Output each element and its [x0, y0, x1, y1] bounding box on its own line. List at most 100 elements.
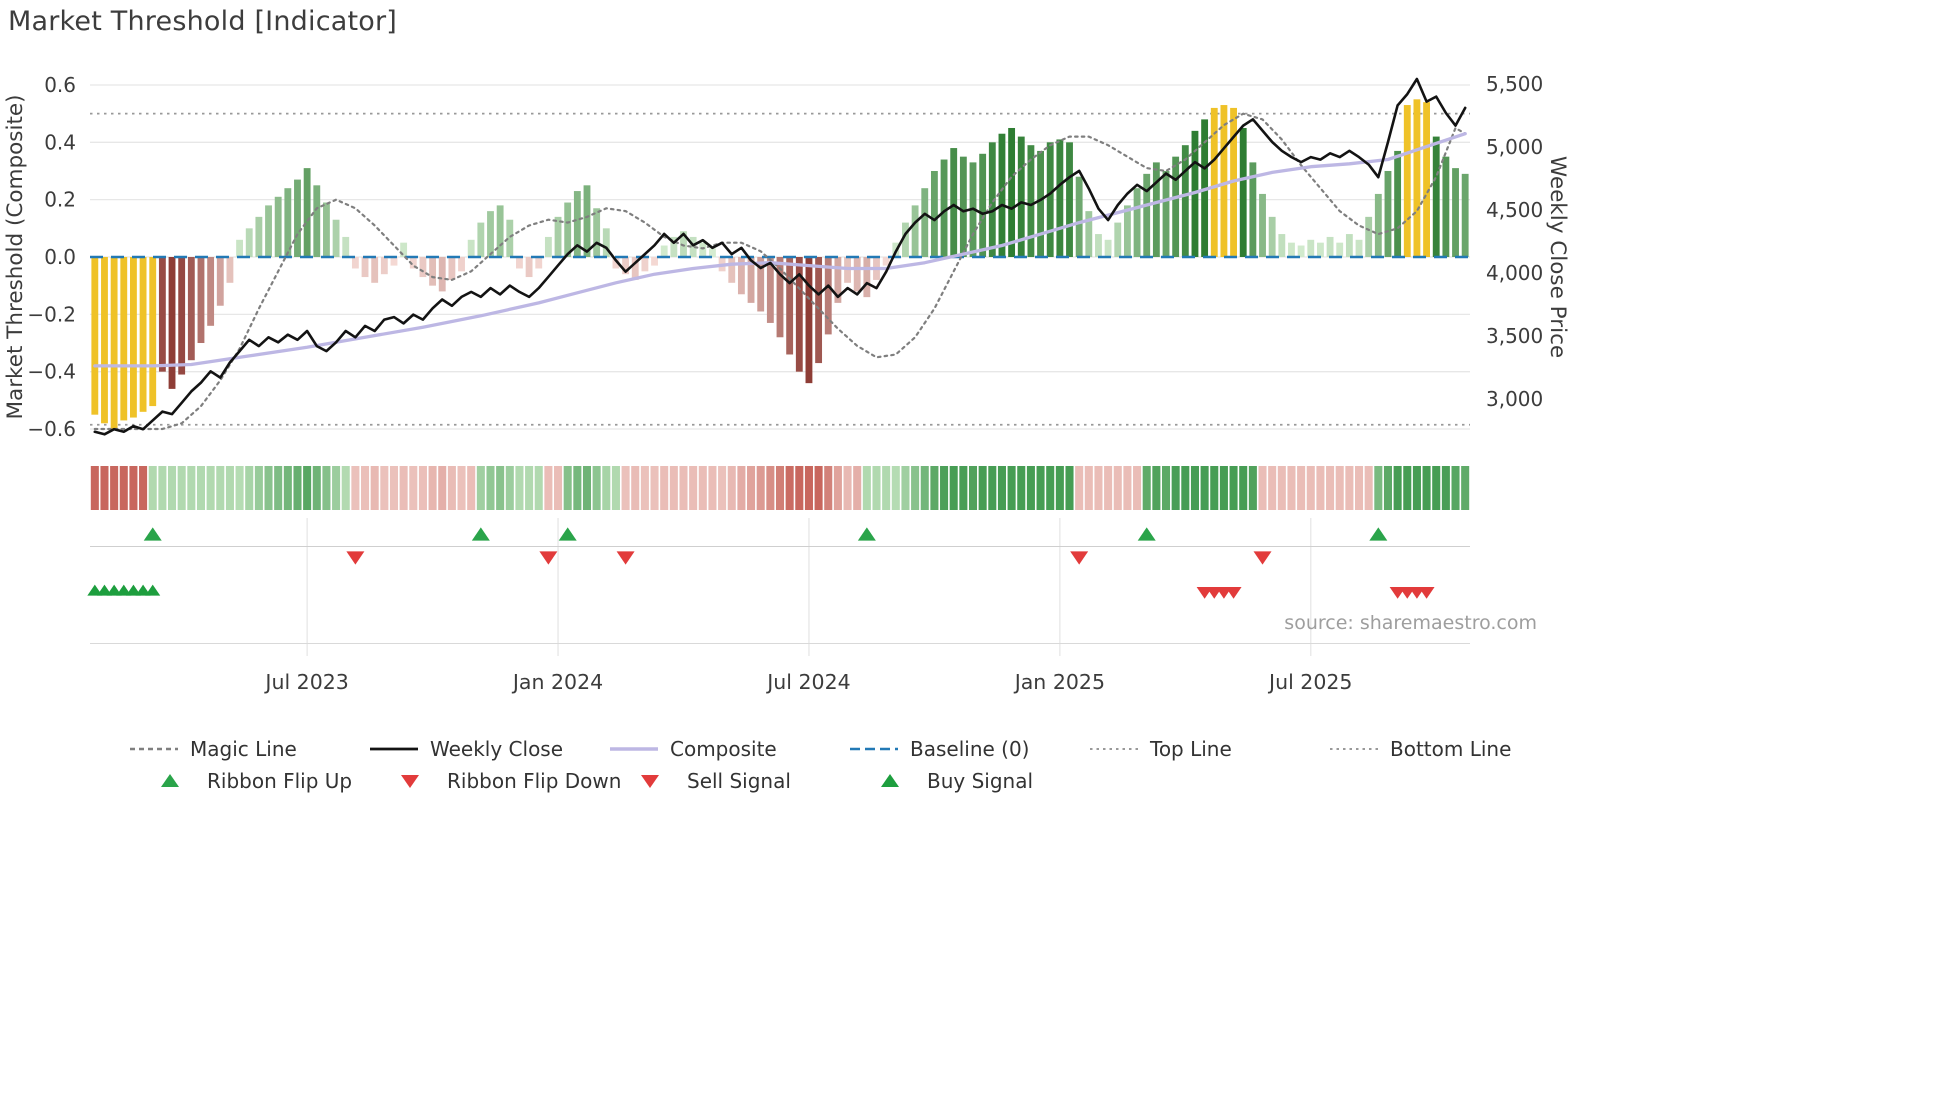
ribbon-cell	[283, 466, 292, 510]
y-right-tick-label: 5,500	[1486, 72, 1543, 96]
ribbon-cell	[573, 466, 582, 510]
ribbon-flip-down-marker	[616, 551, 635, 565]
ribbon-cell	[361, 466, 370, 510]
threshold-bar	[747, 257, 755, 303]
threshold-bar	[1432, 136, 1440, 257]
buy-signal-marker	[135, 584, 151, 596]
threshold-bar	[1133, 188, 1141, 257]
ribbon-cell	[1200, 466, 1209, 510]
ribbon-cell	[1316, 466, 1325, 510]
threshold-bar	[1336, 242, 1344, 257]
ribbon-cell	[766, 466, 775, 510]
ribbon-cell	[631, 466, 640, 510]
threshold-bar	[496, 205, 504, 257]
ribbon-cell	[862, 466, 871, 510]
ribbon-cell	[1451, 466, 1460, 510]
threshold-bar	[1259, 193, 1266, 257]
legend-item-ribbon-flip-up: Ribbon Flip Up	[145, 769, 385, 793]
ribbon-cell	[1142, 466, 1151, 510]
ribbon-cell	[409, 466, 418, 510]
threshold-bar	[554, 216, 562, 257]
composite-line	[93, 132, 1467, 368]
ribbon-cell	[168, 466, 177, 510]
ribbon-cell	[747, 466, 756, 510]
legend-item-composite: Composite	[608, 737, 848, 761]
ribbon-cell	[1036, 466, 1045, 510]
threshold-bar	[197, 257, 205, 344]
threshold-bar	[1027, 145, 1035, 257]
ribbon-cell	[669, 466, 678, 510]
threshold-bar	[805, 257, 813, 384]
threshold-bar	[544, 236, 552, 257]
threshold-bar	[1239, 127, 1247, 257]
ribbon-cell	[718, 466, 727, 510]
signal-markers	[87, 527, 1435, 599]
legend-swatch-topline	[1090, 748, 1138, 750]
threshold-bar	[631, 257, 639, 280]
legend-row-2: Ribbon Flip Up Ribbon Flip Down Sell Signa…	[145, 765, 1568, 797]
legend-item-baseline-0: Baseline (0)	[848, 737, 1088, 761]
threshold-bar	[245, 228, 253, 257]
ribbon-cell	[216, 466, 225, 510]
threshold-bar	[853, 257, 861, 292]
threshold-bar	[1220, 105, 1228, 257]
ribbon-cell	[515, 466, 524, 510]
threshold-bar	[573, 191, 581, 257]
ribbon-cell	[148, 466, 157, 510]
threshold-bar	[911, 205, 919, 257]
ribbon-cell	[1335, 466, 1344, 510]
threshold-bar	[651, 257, 658, 266]
threshold-bar	[1394, 150, 1402, 257]
legend-label: Weekly Close	[430, 737, 564, 761]
ribbon-cell	[737, 466, 746, 510]
legend-swatch-baseline	[850, 747, 898, 751]
threshold-bar	[1075, 176, 1083, 257]
ribbon-cell	[554, 466, 563, 510]
ribbon-cell	[756, 466, 765, 510]
ribbon-cell	[1277, 466, 1286, 510]
ribbon-cell	[1046, 466, 1055, 510]
legend-label: Composite	[670, 737, 777, 761]
threshold-bar	[709, 248, 716, 257]
ribbon-flip-up-marker	[1137, 527, 1156, 541]
ribbon-flip-up-marker	[143, 527, 162, 541]
threshold-bar	[158, 257, 166, 372]
legend-swatch-bottomline	[1330, 748, 1378, 750]
legend-item-ribbon-flip-down: Ribbon Flip Down	[385, 769, 625, 793]
ribbon-cell	[592, 466, 601, 510]
threshold-bar	[1085, 211, 1093, 257]
threshold-bar	[178, 257, 186, 375]
threshold-bar	[274, 196, 282, 257]
legend-swatch-flip-up	[161, 774, 179, 787]
threshold-bar	[429, 257, 437, 286]
ribbon-cell	[525, 466, 534, 510]
threshold-bar	[1037, 150, 1044, 257]
threshold-bar	[458, 257, 465, 272]
ribbon-cell	[341, 466, 350, 510]
threshold-bar	[1316, 242, 1324, 257]
threshold-bar	[216, 257, 224, 306]
ribbon-flip-down-marker	[1253, 551, 1272, 565]
ribbon-cell	[563, 466, 572, 510]
ribbon-cell	[312, 466, 321, 510]
ribbon-cell	[206, 466, 215, 510]
ribbon-cell	[843, 466, 852, 510]
ribbon-cell	[1364, 466, 1373, 510]
ribbon-cell	[293, 466, 302, 510]
threshold-bars	[91, 99, 1469, 430]
threshold-bar	[1017, 136, 1025, 257]
ribbon-cell	[1104, 466, 1113, 510]
x-tick-label: Jul 2024	[765, 670, 850, 694]
ribbon-cell	[1113, 466, 1122, 510]
ribbon-cell	[1297, 466, 1306, 510]
threshold-bar	[940, 159, 948, 257]
threshold-bar	[187, 257, 195, 361]
threshold-bar	[284, 188, 292, 257]
threshold-bar	[863, 257, 871, 298]
threshold-bar	[1461, 173, 1469, 257]
ribbon-cell	[303, 466, 312, 510]
threshold-bar	[1104, 239, 1112, 257]
ribbon-cell	[486, 466, 495, 510]
legend-swatch-magic	[130, 747, 178, 751]
threshold-bar	[168, 257, 176, 389]
